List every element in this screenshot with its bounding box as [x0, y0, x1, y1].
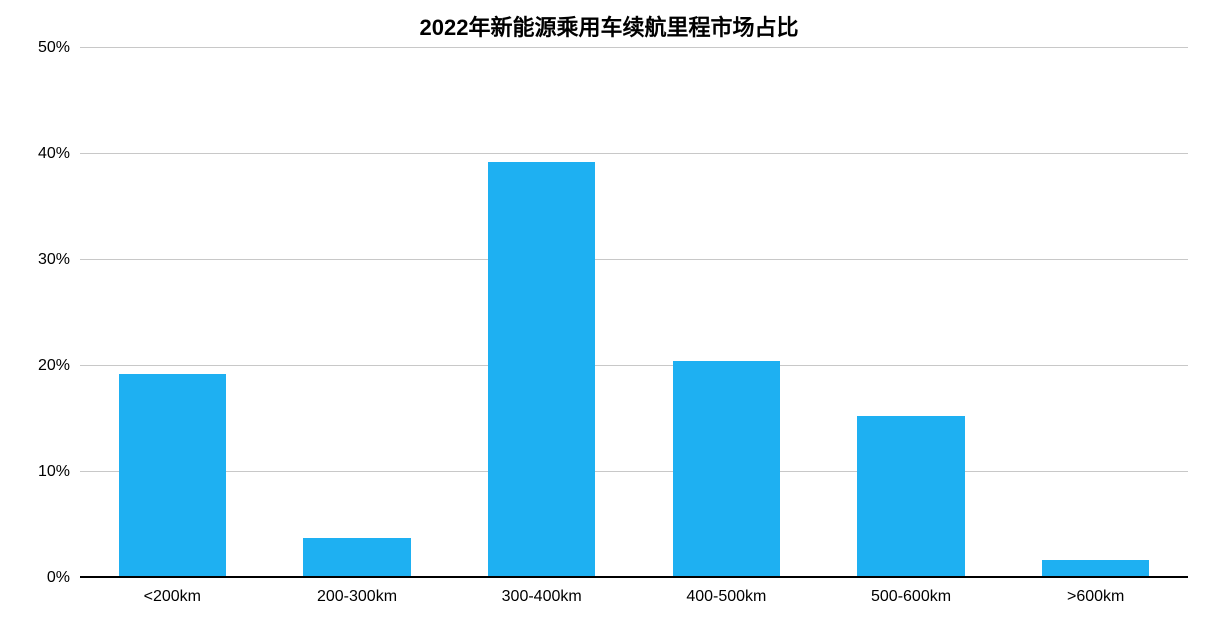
bar-slot	[80, 48, 265, 578]
y-tick-label: 50%	[38, 39, 80, 57]
bar-slot	[265, 48, 450, 578]
x-tick-label: >600km	[1003, 578, 1188, 606]
x-tick-label: 200-300km	[265, 578, 450, 606]
bars-container	[80, 48, 1188, 578]
bar	[119, 374, 226, 578]
y-tick-label: 30%	[38, 251, 80, 269]
x-axis-labels: <200km200-300km300-400km400-500km500-600…	[80, 578, 1188, 606]
bar	[488, 162, 595, 578]
x-tick-label: 300-400km	[449, 578, 634, 606]
bar-slot	[449, 48, 634, 578]
x-tick-label: <200km	[80, 578, 265, 606]
x-axis-baseline	[80, 576, 1188, 578]
x-tick-label: 500-600km	[819, 578, 1004, 606]
y-tick-label: 10%	[38, 463, 80, 481]
chart-title: 2022年新能源乘用车续航里程市场占比	[20, 10, 1198, 42]
chart-container: 2022年新能源乘用车续航里程市场占比 0%10%20%30%40%50% <2…	[0, 0, 1228, 629]
plot-area: 0%10%20%30%40%50%	[80, 48, 1188, 578]
bar	[303, 538, 410, 578]
bar	[673, 361, 780, 578]
x-tick-label: 400-500km	[634, 578, 819, 606]
y-tick-label: 40%	[38, 145, 80, 163]
bar	[857, 416, 964, 578]
bar-slot	[634, 48, 819, 578]
bar-slot	[1003, 48, 1188, 578]
y-tick-label: 20%	[38, 357, 80, 375]
bar-slot	[819, 48, 1004, 578]
y-tick-label: 0%	[47, 569, 80, 587]
